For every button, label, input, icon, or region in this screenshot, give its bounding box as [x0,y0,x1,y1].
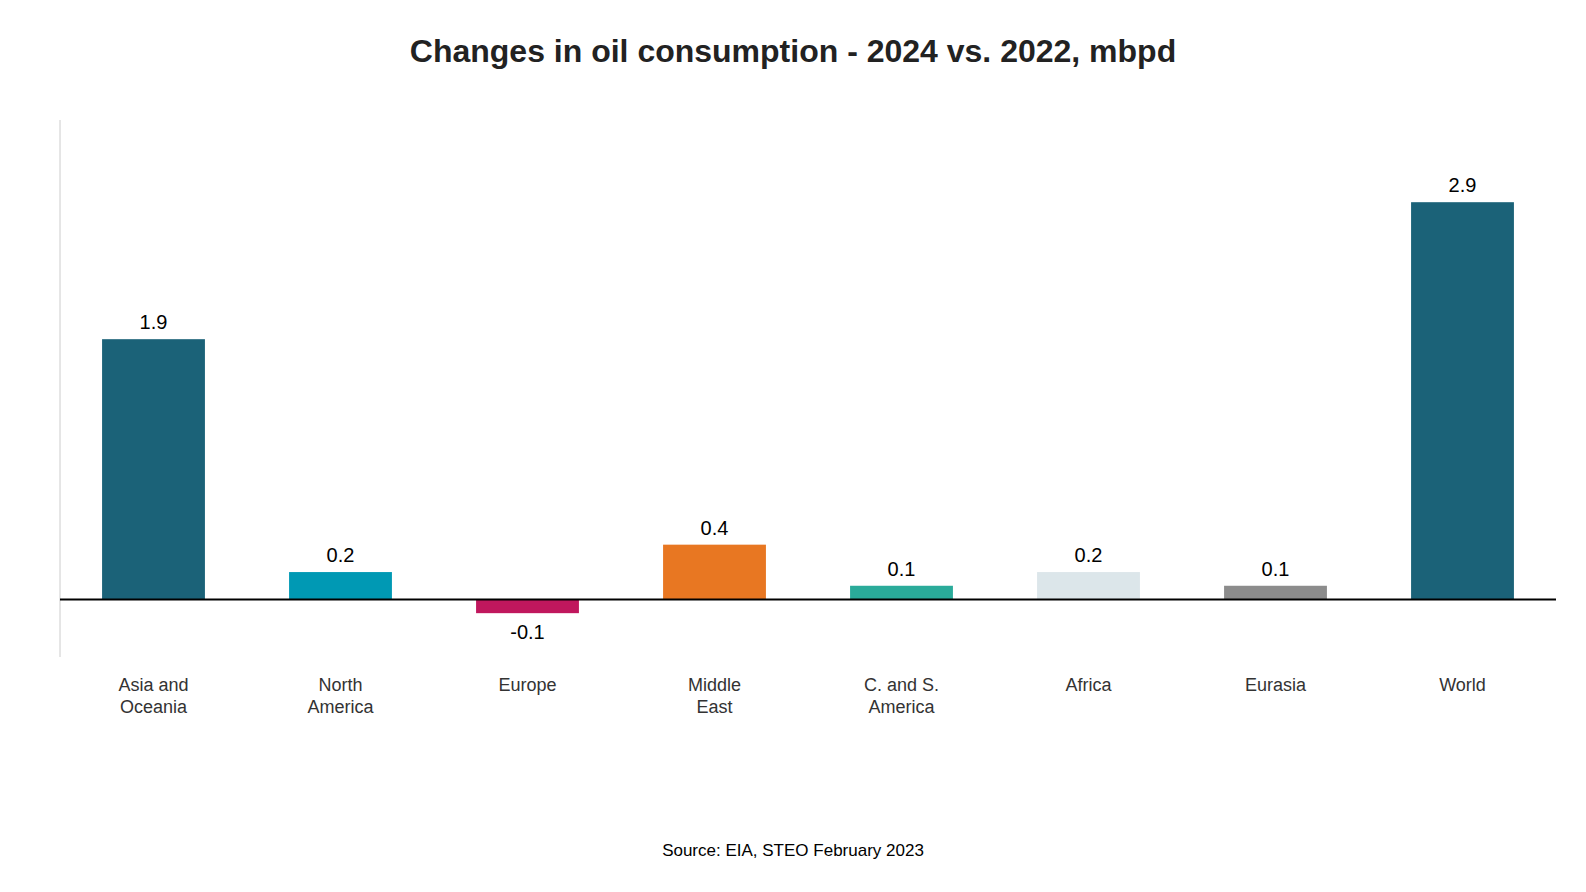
annotation: Source: EIA, STEO February 2023 [662,841,924,860]
y-axis-line [60,120,61,657]
x-tick-label-line: Africa [1065,675,1112,695]
chart-svg: Changes in oil consumption - 2024 vs. 20… [0,0,1586,892]
bar [1037,572,1140,599]
title: Changes in oil consumption - 2024 vs. 20… [410,33,1176,69]
data-label: 0.2 [327,544,355,566]
x-tick-label: World [1439,675,1486,695]
bar [1411,202,1514,599]
bar [850,586,953,600]
data-label: 0.4 [701,517,729,539]
x-tick-label-line: East [696,697,732,717]
x-tick-label: Europe [498,675,556,695]
x-tick-label: C. and S.America [864,675,939,717]
data-label: -0.1 [510,621,544,643]
x-tick-label-line: Asia and [118,675,188,695]
data-label: 2.9 [1449,174,1477,196]
data-label: 0.2 [1075,544,1103,566]
x-tick-label: MiddleEast [688,675,741,717]
zero-line [60,598,1556,600]
bar [289,572,392,599]
x-tick-label-line: Europe [498,675,556,695]
bars [102,202,1514,613]
background [0,0,1586,892]
data-label: 0.1 [1262,558,1290,580]
x-tick-label-line: Eurasia [1245,675,1307,695]
bar [102,339,205,599]
bar [1224,586,1327,600]
x-tick-label-line: America [307,697,374,717]
bar [663,545,766,600]
x-tick-label-line: America [868,697,935,717]
data-label: 1.9 [140,311,168,333]
x-tick-label: Africa [1065,675,1112,695]
x-tick-label-line: World [1439,675,1486,695]
x-tick-label: Eurasia [1245,675,1307,695]
x-tick-label-line: Oceania [120,697,188,717]
data-label: 0.1 [888,558,916,580]
chart-container: Changes in oil consumption - 2024 vs. 20… [0,0,1586,892]
x-tick-label: Asia andOceania [118,675,188,717]
x-tick-label-line: Middle [688,675,741,695]
x-tick-label-line: North [318,675,362,695]
x-tick-label: NorthAmerica [307,675,374,717]
x-tick-label-line: C. and S. [864,675,939,695]
bar [476,599,579,613]
